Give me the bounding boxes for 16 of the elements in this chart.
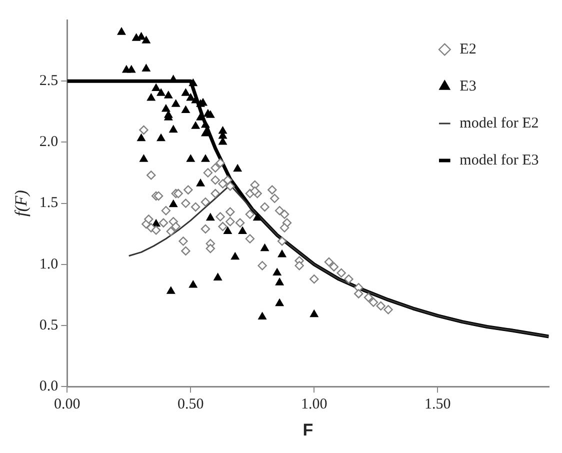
y-tick-label: 0.5 xyxy=(39,317,58,334)
legend-label: E2 xyxy=(460,41,476,58)
x-tick-label: 0.00 xyxy=(54,396,80,413)
y-axis-title: f(F) xyxy=(12,190,31,217)
y-tick-label: 1.0 xyxy=(39,256,58,272)
x-axis-title: F xyxy=(302,420,314,440)
x-tick-label: 0.50 xyxy=(178,396,204,413)
y-tick-label: 0.0 xyxy=(39,378,58,395)
y-tick-label: 2.0 xyxy=(39,134,58,150)
y-tick-label: 2.5 xyxy=(39,73,58,90)
x-tick-label: 1.50 xyxy=(424,396,451,413)
legend-label: model for E3 xyxy=(460,152,539,168)
legend-label: model for E2 xyxy=(460,115,539,132)
x-tick-label: 1.00 xyxy=(301,396,328,413)
y-tick-label: 1.5 xyxy=(39,195,58,212)
legend-label: E3 xyxy=(460,78,476,94)
